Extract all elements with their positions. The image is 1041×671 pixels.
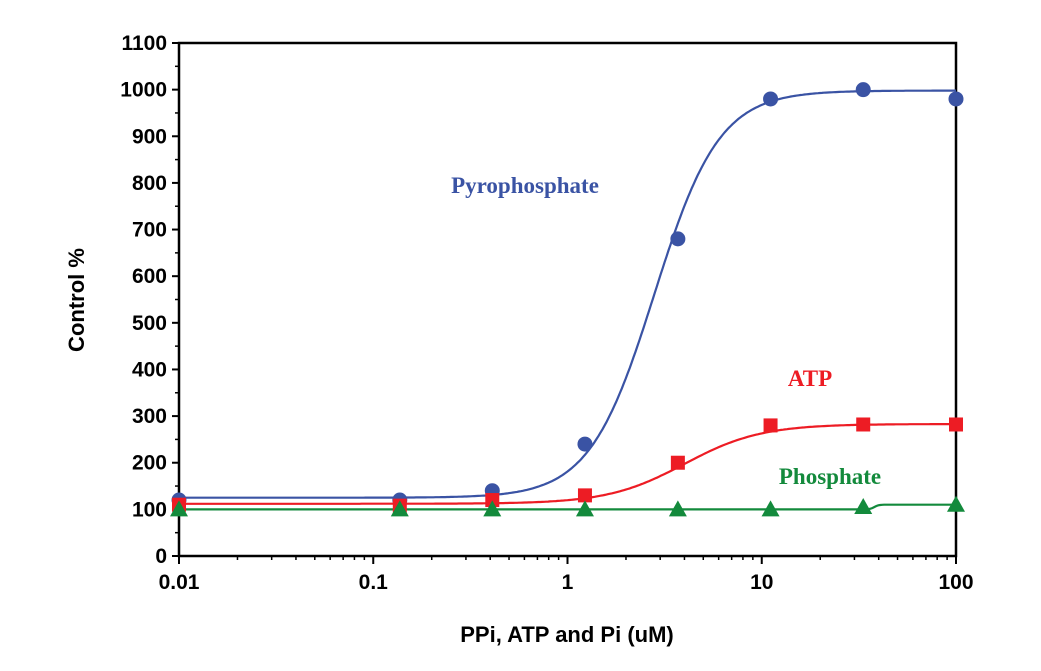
data-point-phosphate (483, 500, 502, 517)
x-tick-label: 0.1 (359, 571, 389, 594)
fit-curve-phosphate (179, 503, 956, 511)
y-tick-label: 0 (155, 545, 167, 568)
fit-curve-atp (179, 423, 956, 505)
label-phosphate: Phosphate (779, 464, 881, 489)
label-pyrophosphate: Pyrophosphate (451, 173, 599, 198)
y-tick-label: 100 (132, 498, 167, 521)
data-point-phosphate (854, 498, 873, 515)
data-markers (170, 82, 965, 517)
y-tick-label: 600 (132, 265, 167, 288)
data-point-pyrophosphate (763, 91, 779, 107)
data-point-phosphate (575, 500, 594, 517)
data-point-atp (949, 417, 963, 432)
fit-curve-pyrophosphate (179, 89, 956, 499)
data-point-pyrophosphate (577, 436, 593, 452)
y-tick-label: 1100 (121, 32, 167, 55)
label-atp: ATP (788, 366, 832, 391)
y-axis-label: Control % (64, 248, 89, 352)
x-tick-label: 0.01 (159, 571, 200, 594)
data-point-atp (577, 488, 592, 503)
data-point-phosphate (761, 500, 780, 517)
data-point-phosphate (170, 500, 188, 517)
x-axis-label: PPi, ATP and Pi (uM) (460, 622, 674, 647)
data-point-pyrophosphate (670, 231, 686, 247)
axes: 0100200300400500600700800900100011000.01… (120, 32, 973, 594)
data-point-pyrophosphate (855, 82, 871, 98)
data-point-atp (856, 417, 871, 432)
x-tick-label: 100 (938, 571, 973, 594)
data-point-phosphate (947, 495, 965, 512)
data-point-atp (485, 493, 500, 508)
data-point-atp (670, 455, 685, 470)
data-point-pyrophosphate (948, 91, 964, 107)
y-tick-label: 500 (132, 312, 167, 335)
y-tick-label: 400 (132, 358, 167, 381)
data-point-atp (763, 418, 778, 433)
y-tick-label: 1000 (120, 79, 167, 102)
y-tick-label: 700 (132, 219, 167, 242)
data-point-phosphate (668, 500, 687, 517)
data-point-phosphate (390, 500, 409, 517)
y-tick-label: 900 (132, 125, 167, 148)
x-tick-label: 10 (750, 571, 773, 594)
x-tick-label: 1 (562, 571, 574, 594)
y-tick-label: 200 (132, 452, 167, 475)
fit-curves (179, 89, 956, 511)
y-tick-label: 800 (132, 172, 167, 195)
y-tick-label: 300 (132, 405, 167, 428)
